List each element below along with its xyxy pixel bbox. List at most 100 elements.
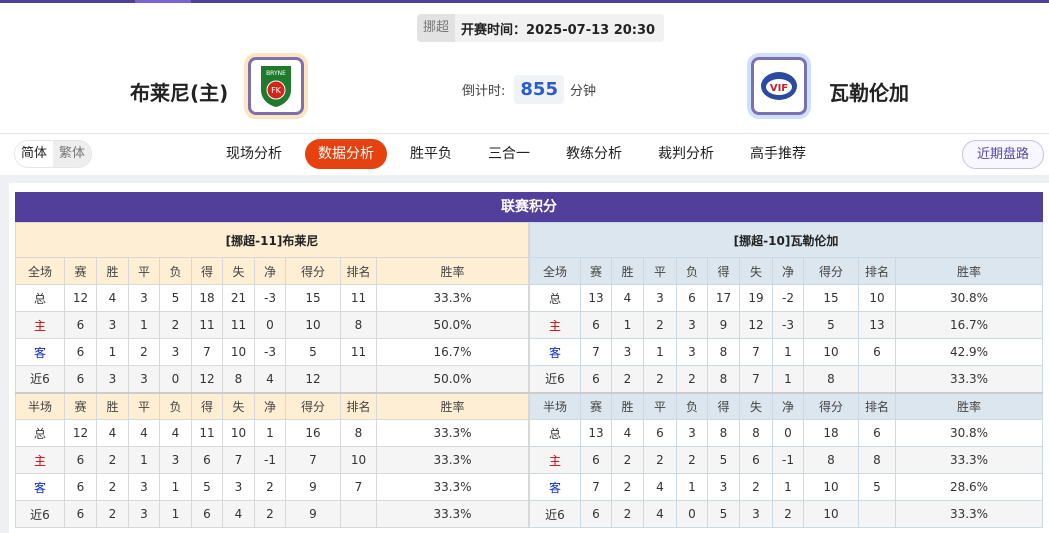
table-cell: 1 (96, 338, 129, 366)
home-team-name[interactable]: 布莱尼(主) (130, 81, 229, 105)
table-row: 客 7 3 1 3 8 7 1 10 6 42.9% (529, 338, 1043, 366)
table-cell: 2 (159, 311, 192, 339)
table-cell: 33.3% (376, 284, 529, 312)
table-cell: 0 (676, 500, 708, 528)
nav-bar: 简体 繁体 现场分析 数据分析 胜平负 三合一 教练分析 裁判分析 高手推荐 近期盘路 (0, 133, 1049, 175)
table-cell: 8 (803, 446, 859, 474)
table-cell: 2 (676, 446, 708, 474)
lang-traditional[interactable]: 繁体 (59, 146, 86, 161)
table-cell: 0 (159, 365, 192, 393)
table-cell: 10 (222, 338, 255, 366)
table-cell: 3 (96, 365, 129, 393)
row-label: 总 (15, 284, 65, 312)
table-cell: 19 (739, 284, 773, 312)
tab-2[interactable]: 胜平负 (410, 146, 452, 162)
away-team-logo[interactable]: VIF (747, 53, 811, 119)
table-cell: 8 (222, 365, 255, 393)
column-header: 平 (643, 257, 677, 285)
table-row: 主 6 1 2 3 9 12 -3 5 13 16.7% (529, 311, 1043, 339)
table-cell: 5 (707, 500, 740, 528)
half-header-row: 半场赛胜平负得失净得分 排名 胜率 (15, 391, 529, 420)
league-label: 挪超 (417, 14, 456, 42)
table-cell: 6 (64, 500, 97, 528)
table-cell: 12 (285, 365, 341, 393)
analysis-tabs: 现场分析 数据分析 胜平负 三合一 教练分析 裁判分析 高手推荐 (213, 139, 829, 169)
table-cell (340, 365, 377, 393)
recent-trend-button[interactable]: 近期盘路 (962, 140, 1044, 169)
table-cell: 17 (707, 284, 740, 312)
column-header: 胜率 (376, 257, 529, 285)
table-cell: 6 (64, 365, 97, 393)
table-cell: 2 (676, 365, 708, 393)
row-label: 总 (529, 419, 581, 447)
column-header: 半场 (529, 391, 581, 420)
table-cell: 8 (340, 311, 377, 339)
table-row: 总 12 4 3 5 18 21 -3 15 11 33.3% (15, 284, 529, 312)
table-cell: 6 (739, 446, 773, 474)
svg-text:FK: FK (271, 86, 282, 95)
standings-title: 联赛积分 (15, 192, 1043, 222)
tab-4[interactable]: 教练分析 (566, 146, 622, 162)
tab-1[interactable]: 数据分析 (305, 139, 387, 169)
row-label: 总 (15, 419, 65, 447)
team-standing-label: [挪超-10]瓦勒伦加 (529, 222, 1043, 258)
table-cell: 3 (128, 284, 160, 312)
column-header: 胜 (611, 391, 644, 420)
table-cell: 6 (191, 500, 223, 528)
row-label: 主 (15, 311, 65, 339)
table-cell: 8 (803, 365, 859, 393)
column-header: 胜 (96, 391, 129, 420)
column-header: 负 (676, 391, 708, 420)
table-row: 主 6 2 1 3 6 7 -1 7 10 33.3% (15, 446, 529, 474)
countdown-unit: 分钟 (569, 84, 596, 99)
away-team-name[interactable]: 瓦勒伦加 (829, 81, 909, 105)
home-team-logo[interactable]: BRYNE FK (244, 53, 308, 119)
column-header: 失 (739, 257, 773, 285)
column-header: 得分 (803, 257, 859, 285)
table-cell: 10 (803, 473, 859, 501)
table-row: 近6 6 2 3 1 6 4 2 9 33.3% (15, 500, 529, 528)
column-header: 排名 (858, 391, 896, 420)
table-cell: 33.3% (376, 473, 529, 501)
table-cell: 2 (739, 473, 773, 501)
table-cell: 11 (222, 311, 255, 339)
table-cell: 1 (772, 473, 804, 501)
tab-3[interactable]: 三合一 (488, 146, 530, 162)
table-cell: 4 (254, 365, 286, 393)
table-cell: 7 (285, 446, 341, 474)
table-cell: 33.3% (376, 419, 529, 447)
table-cell: 10 (340, 446, 377, 474)
table-cell: 6 (858, 419, 896, 447)
table-cell: 16.7% (376, 338, 529, 366)
column-header: 全场 (529, 257, 581, 285)
table-cell: 33.3% (376, 500, 529, 528)
tab-0[interactable]: 现场分析 (226, 146, 282, 162)
table-cell: -1 (254, 446, 286, 474)
table-cell: 18 (191, 284, 223, 312)
table-cell: 1 (676, 473, 708, 501)
column-header: 赛 (64, 257, 97, 285)
column-header: 净 (772, 391, 804, 420)
lang-simplified[interactable]: 简体 (15, 141, 54, 167)
table-cell: 5 (803, 311, 859, 339)
table-cell: 33.3% (895, 446, 1043, 474)
table-cell: 3 (159, 446, 192, 474)
table-cell: 2 (643, 365, 677, 393)
table-cell: 21 (222, 284, 255, 312)
table-cell: 28.6% (895, 473, 1043, 501)
table-cell: 8 (858, 446, 896, 474)
table-cell: 6 (676, 284, 708, 312)
table-row: 近6 6 2 4 0 5 3 2 10 33.3% (529, 500, 1043, 528)
table-cell: 11 (191, 419, 223, 447)
table-cell: 8 (739, 419, 773, 447)
tab-6[interactable]: 高手推荐 (750, 146, 806, 162)
table-cell: 7 (340, 473, 377, 501)
table-cell: 2 (96, 446, 129, 474)
table-cell: 9 (707, 311, 740, 339)
countdown-value: 855 (514, 75, 564, 104)
table-cell: 3 (96, 311, 129, 339)
table-cell: 1 (159, 500, 192, 528)
table-cell: 4 (222, 500, 255, 528)
table-cell: 11 (340, 284, 377, 312)
tab-5[interactable]: 裁判分析 (658, 146, 714, 162)
